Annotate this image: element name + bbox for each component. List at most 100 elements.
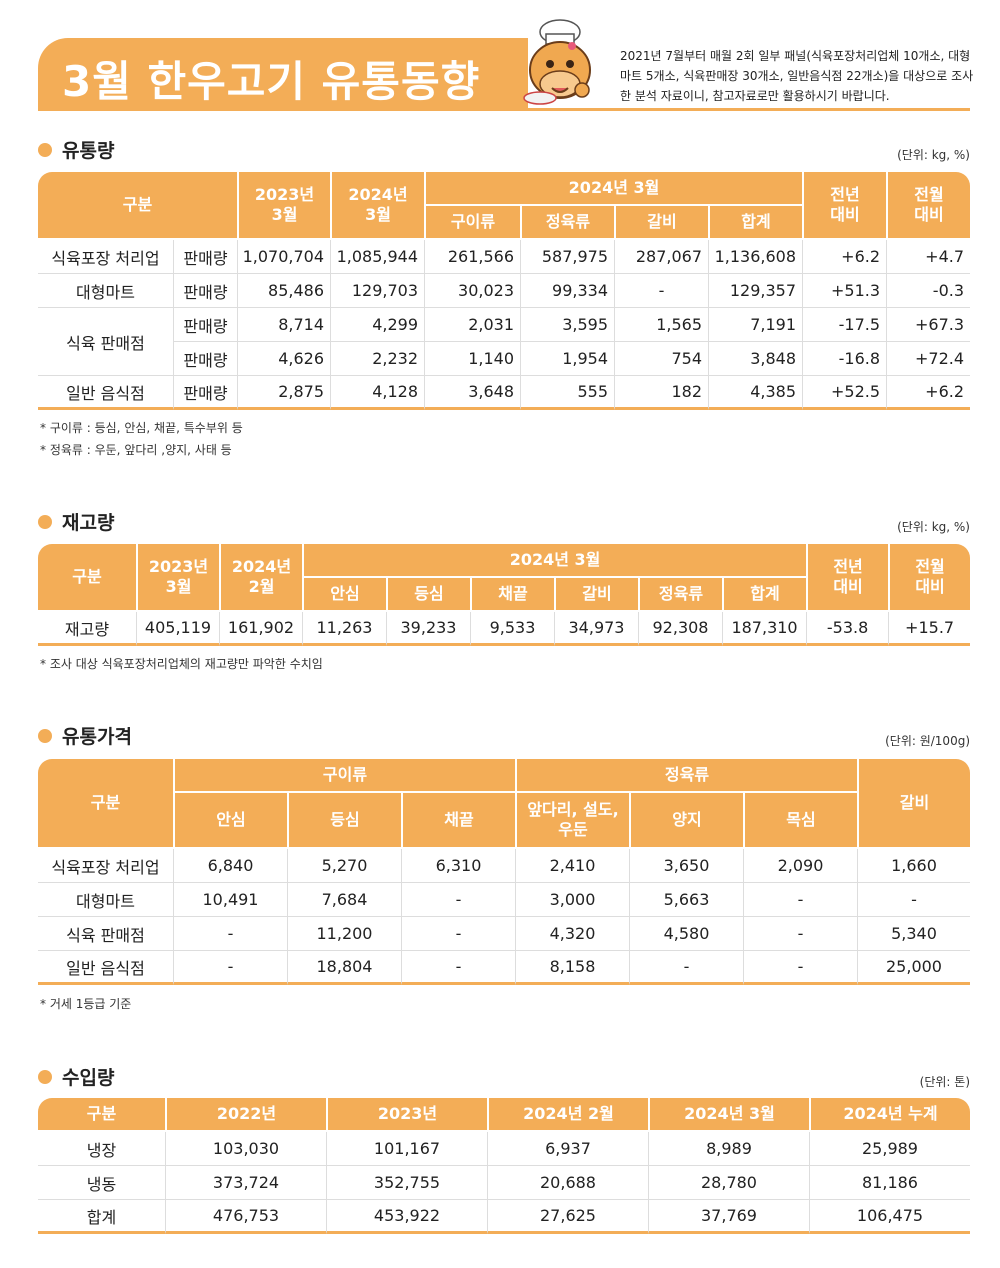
cell: 2,410	[515, 849, 629, 883]
cell: -	[743, 951, 857, 985]
cell: 182	[614, 376, 709, 410]
header-sub: 앞다리, 설도, 우둔	[515, 793, 629, 849]
cell: 10,491	[173, 883, 287, 917]
section-title-text: 재고량	[62, 512, 115, 534]
cell: -	[401, 951, 515, 985]
header-category: 구분	[38, 172, 238, 240]
page-header: 3월 한우고기 유통동향 2021년 7월부터 매월 2회 일부 패널(식육포장…	[0, 0, 1000, 115]
header-sub: 등심	[287, 793, 401, 849]
row-label: 냉장	[38, 1132, 165, 1166]
table-row: 판매량 4,626 2,232 1,140 1,954 754 3,848 -1…	[38, 342, 971, 376]
cow-chef-mascot-icon	[523, 19, 591, 105]
cell: 4,580	[629, 917, 743, 951]
distribution-table: 구분 2023년 3월 2024년 3월 2024년 3월 전년 대비 전월 대…	[38, 172, 971, 410]
cell: 85,486	[237, 274, 331, 308]
cell: 6,310	[401, 849, 515, 883]
row-label: 일반 음식점	[38, 951, 173, 985]
header-2024: 2024년 2월	[219, 544, 302, 612]
cell: 4,626	[237, 342, 331, 376]
row-label: 식육포장 처리업	[38, 240, 173, 274]
cell: +72.4	[886, 342, 971, 376]
header-sub: 갈비	[614, 206, 709, 240]
header-sub: 갈비	[554, 578, 638, 612]
cell: 261,566	[424, 240, 521, 274]
title-band	[38, 38, 528, 110]
cell: 3,650	[629, 849, 743, 883]
cell: 1,140	[424, 342, 521, 376]
header-category: 구분	[38, 1098, 165, 1132]
header-group: 2024년 3월	[302, 544, 807, 578]
cell: 1,085,944	[330, 240, 425, 274]
cell: -16.8	[802, 342, 887, 376]
unit-label: (단위: 원/100g)	[885, 734, 970, 748]
header-group: 정육류	[515, 759, 857, 793]
table-row: 대형마트 판매량 85,486 129,703 30,023 99,334 - …	[38, 274, 971, 308]
header-yoy: 전년 대비	[802, 172, 887, 240]
section-title-imports: 수입량	[38, 1063, 114, 1090]
cell: 18,804	[287, 951, 401, 985]
unit-label: (단위: kg, %)	[897, 148, 970, 162]
footnote: * 정육류 : 우둔, 앞다리 ,양지, 사태 등	[40, 443, 232, 457]
table-row: 일반 음식점 - 18,804 - 8,158 - - 25,000	[38, 951, 970, 985]
bullet-dot-icon	[38, 142, 52, 157]
cell: 25,000	[857, 951, 970, 985]
header-galbi: 갈비	[857, 759, 970, 849]
cell: -	[743, 917, 857, 951]
header-divider	[38, 108, 970, 111]
cell: 92,308	[638, 612, 722, 646]
cell: +6.2	[802, 240, 887, 274]
cell: 7,684	[287, 883, 401, 917]
cell: 8,989	[648, 1132, 809, 1166]
cell: 3,595	[520, 308, 615, 342]
cell: 4,385	[708, 376, 803, 410]
bullet-dot-icon	[38, 728, 52, 743]
cell: 2,875	[237, 376, 331, 410]
cell: 7,191	[708, 308, 803, 342]
intro-text: 2021년 7월부터 매월 2회 일부 패널(식육포장처리업체 10개소, 대형…	[620, 49, 974, 103]
cell: 8,158	[515, 951, 629, 985]
table-row: 식육 판매점 판매량 8,714 4,299 2,031 3,595 1,565…	[38, 308, 971, 376]
unit-label: (단위: 톤)	[919, 1075, 970, 1089]
row-type: 판매량	[173, 240, 238, 274]
cell: 1,954	[520, 342, 615, 376]
cell: -	[173, 917, 287, 951]
cell: 352,755	[326, 1166, 487, 1200]
section-title-text: 유통량	[62, 140, 115, 162]
footnote: * 조사 대상 식육포장처리업체의 재고량만 파악한 수치임	[40, 657, 323, 671]
section-title-distribution: 유통량	[38, 136, 114, 163]
bullet-dot-icon	[38, 514, 52, 529]
header-2023: 2023년 3월	[237, 172, 331, 240]
cell: 2,031	[424, 308, 521, 342]
cell: 373,724	[165, 1166, 326, 1200]
cell: 1,565	[614, 308, 709, 342]
header-mom: 전월 대비	[886, 172, 971, 240]
header-sub: 안심	[302, 578, 386, 612]
price-table: 구분 구이류 정육류 갈비 안심 등심 채끝 앞다리, 설도, 우둔 양지 목심…	[38, 759, 970, 985]
cell: +67.3	[886, 308, 971, 342]
cell: 9,533	[470, 612, 554, 646]
cell: 34,973	[554, 612, 638, 646]
section-title-price: 유통가격	[38, 722, 132, 749]
cell: 106,475	[809, 1200, 970, 1234]
cell: 2,232	[330, 342, 425, 376]
cell: 555	[520, 376, 615, 410]
row-label: 대형마트	[38, 274, 173, 308]
header-sub: 구이류	[424, 206, 521, 240]
cell: 3,000	[515, 883, 629, 917]
cell: 4,128	[330, 376, 425, 410]
cell: 1,660	[857, 849, 970, 883]
cell: 99,334	[520, 274, 615, 308]
header-category: 구분	[38, 544, 136, 612]
cell: +15.7	[888, 612, 971, 646]
cell: 37,769	[648, 1200, 809, 1234]
cell: 4,320	[515, 917, 629, 951]
header-sub: 정육류	[520, 206, 615, 240]
table-row: 식육포장 처리업 6,840 5,270 6,310 2,410 3,650 2…	[38, 849, 970, 883]
cell: 161,902	[219, 612, 302, 646]
row-type: 판매량	[173, 274, 238, 308]
row-label: 재고량	[38, 612, 136, 646]
cell: 101,167	[326, 1132, 487, 1166]
cell: 754	[614, 342, 709, 376]
cell: -	[173, 951, 287, 985]
cell: 39,233	[386, 612, 470, 646]
